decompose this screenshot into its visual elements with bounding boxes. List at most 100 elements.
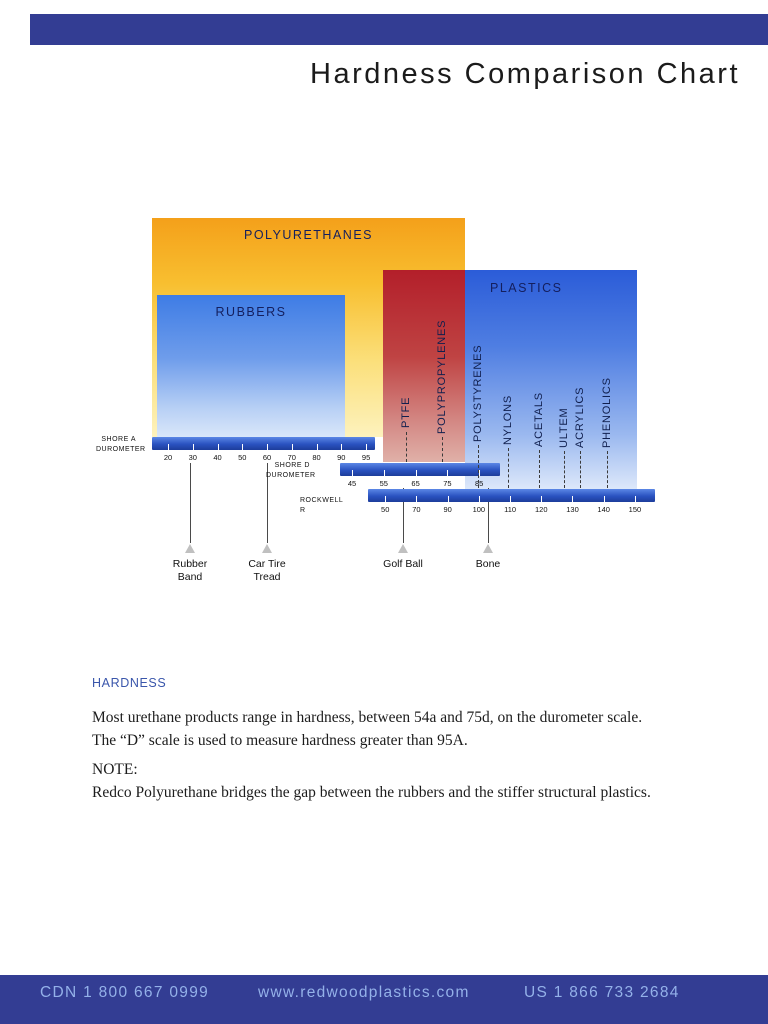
material-label: POLYPROPYLENES bbox=[436, 319, 448, 434]
footer-us-phone: US 1 866 733 2684 bbox=[524, 984, 680, 1001]
material-label: NYLONS bbox=[502, 394, 514, 445]
reference-object-label: Golf Ball bbox=[383, 558, 423, 570]
material-label: POLYSTYRENES bbox=[472, 344, 484, 442]
pointer-triangle-icon bbox=[185, 544, 195, 553]
scale-tick-number: 110 bbox=[504, 505, 517, 514]
rockwell-r-scale-label: ROCKWELL R bbox=[300, 496, 350, 516]
material-dash-line bbox=[442, 437, 443, 462]
scale-tick bbox=[603, 496, 605, 502]
scale-tick-number: 40 bbox=[213, 453, 222, 462]
shore-a-scale-bar bbox=[152, 437, 375, 450]
paragraph-line-1: Most urethane products range in hardness… bbox=[92, 709, 643, 726]
page-title: Hardness Comparison Chart bbox=[310, 58, 740, 90]
material-dash-line bbox=[607, 451, 608, 488]
rockwell-r-scale-bar bbox=[368, 489, 655, 502]
material-label: PHENOLICS bbox=[601, 377, 613, 448]
pointer-triangle-icon bbox=[398, 544, 408, 553]
plastics-label: PLASTICS bbox=[490, 281, 563, 295]
scale-tick bbox=[352, 470, 353, 476]
scale-tick bbox=[572, 496, 574, 502]
scale-tick-number: 90 bbox=[337, 453, 346, 462]
scale-tick bbox=[291, 444, 293, 450]
scale-tick bbox=[447, 496, 449, 502]
scale-tick bbox=[383, 470, 385, 476]
scale-tick bbox=[634, 496, 636, 502]
scale-tick-number: 140 bbox=[597, 505, 610, 514]
scale-tick bbox=[416, 496, 418, 502]
scale-tick-number: 55 bbox=[379, 479, 388, 488]
scale-tick bbox=[217, 444, 219, 450]
scale-tick-number: 45 bbox=[347, 479, 357, 488]
reference-object-label: Bone bbox=[475, 558, 501, 570]
polypropylenes-block bbox=[383, 270, 465, 462]
scale-tick bbox=[192, 444, 194, 450]
rockwell-label-line1: ROCKWELL R bbox=[300, 497, 344, 514]
scale-tick-number: 75 bbox=[443, 479, 452, 488]
scale-tick-number: 90 bbox=[443, 505, 452, 514]
header-bar bbox=[30, 14, 768, 45]
shore-a-scale-label: SHORE A DUROMETER bbox=[96, 435, 146, 455]
scale-tick bbox=[478, 496, 480, 502]
shore-d-label-line1: SHORE D bbox=[274, 462, 310, 469]
footer-cdn-phone: CDN 1 800 667 0999 bbox=[40, 984, 210, 1001]
scale-tick-number: 50 bbox=[381, 505, 390, 514]
reference-object-label: Car Tire Tread bbox=[248, 558, 286, 583]
rubbers-label: RUBBERS bbox=[215, 305, 287, 319]
material-dash-line bbox=[580, 451, 581, 488]
scale-tick bbox=[316, 444, 318, 450]
pointer-triangle-icon bbox=[262, 544, 272, 553]
scale-tick-number: 80 bbox=[312, 453, 321, 462]
note-paragraph: NOTE: Redco Polyurethane bridges the gap… bbox=[92, 758, 732, 804]
scale-tick-number: 130 bbox=[566, 505, 579, 514]
material-dash-line bbox=[478, 445, 479, 488]
scale-tick bbox=[415, 470, 417, 476]
scale-tick bbox=[366, 444, 368, 450]
scale-tick-number: 150 bbox=[628, 505, 642, 514]
shore-d-label-line2: DUROMETER bbox=[266, 472, 316, 479]
scale-tick-number: 65 bbox=[411, 479, 420, 488]
footer-bar: CDN 1 800 667 0999 www.redwoodplastics.c… bbox=[0, 975, 768, 1024]
scale-tick bbox=[242, 444, 244, 450]
polyurethanes-label: POLYURETHANES bbox=[243, 228, 373, 242]
scale-tick-number: 30 bbox=[188, 453, 197, 462]
shore-a-label-line2: DUROMETER bbox=[96, 446, 146, 453]
scale-tick bbox=[385, 496, 387, 502]
scale-tick-number: 70 bbox=[412, 505, 421, 514]
scale-tick-number: 120 bbox=[535, 505, 548, 514]
rubbers-block: RUBBERS bbox=[157, 295, 345, 437]
reference-pointer-line bbox=[190, 463, 191, 543]
scale-tick-number: 100 bbox=[472, 505, 486, 514]
hardness-section-heading: HARDNESS bbox=[92, 676, 167, 690]
material-dash-line bbox=[564, 451, 565, 488]
material-dash-line bbox=[508, 448, 509, 488]
material-label: ULTEM bbox=[558, 407, 570, 448]
shore-d-scale-bar bbox=[340, 463, 500, 476]
scale-tick bbox=[479, 470, 481, 476]
plastics-block: PLASTICS bbox=[465, 270, 637, 489]
paragraph-line-2: The “D” scale is used to measure hardnes… bbox=[92, 732, 468, 749]
scale-tick bbox=[447, 470, 449, 476]
scale-tick-number: 70 bbox=[287, 453, 296, 462]
scale-tick bbox=[341, 444, 343, 450]
footer-website-link[interactable]: www.redwoodplastics.com bbox=[258, 984, 470, 1001]
shore-a-label-line1: SHORE A bbox=[101, 436, 136, 443]
note-heading: NOTE: bbox=[92, 761, 138, 778]
material-label: PTFE bbox=[400, 396, 412, 428]
reference-pointer-line bbox=[488, 488, 489, 543]
material-label: ACETALS bbox=[533, 392, 545, 447]
scale-tick-number: 50 bbox=[238, 453, 247, 462]
shore-d-scale-label: SHORE D DUROMETER bbox=[266, 461, 316, 481]
reference-pointer-line bbox=[403, 488, 404, 543]
material-label: ACRYLICS bbox=[574, 386, 586, 448]
body-paragraph: Most urethane products range in hardness… bbox=[92, 706, 712, 752]
material-dash-line bbox=[539, 450, 540, 488]
scale-tick bbox=[267, 444, 269, 450]
scale-tick bbox=[510, 496, 512, 502]
reference-object-label: Rubber Band bbox=[172, 558, 208, 583]
material-dash-line bbox=[406, 432, 407, 462]
note-text: Redco Polyurethane bridges the gap betwe… bbox=[92, 784, 651, 801]
pointer-triangle-icon bbox=[483, 544, 493, 553]
scale-tick-number: 60 bbox=[262, 453, 272, 462]
scale-tick bbox=[168, 444, 170, 450]
